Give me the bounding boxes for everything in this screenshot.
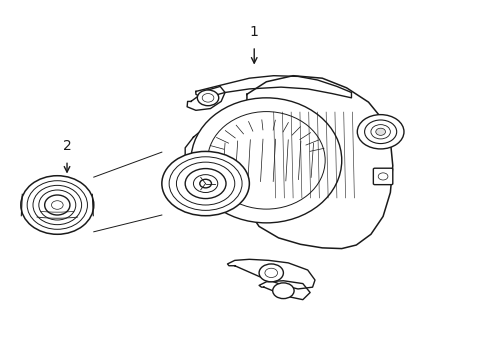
Ellipse shape [21, 176, 94, 234]
Circle shape [357, 114, 403, 149]
Ellipse shape [27, 181, 87, 229]
Ellipse shape [176, 162, 234, 205]
FancyBboxPatch shape [372, 168, 392, 185]
Circle shape [202, 94, 213, 102]
Circle shape [364, 120, 396, 144]
Text: 1: 1 [249, 25, 258, 39]
Circle shape [197, 90, 218, 106]
Circle shape [200, 179, 211, 188]
Ellipse shape [207, 112, 325, 209]
Circle shape [51, 201, 63, 209]
Ellipse shape [169, 157, 242, 210]
Circle shape [272, 283, 293, 298]
Text: 2: 2 [62, 139, 71, 153]
Circle shape [377, 173, 387, 180]
Ellipse shape [185, 168, 225, 199]
Ellipse shape [33, 185, 81, 225]
Ellipse shape [162, 152, 249, 216]
Ellipse shape [191, 98, 341, 223]
Circle shape [259, 264, 283, 282]
Ellipse shape [39, 190, 76, 220]
Circle shape [264, 268, 277, 278]
Circle shape [370, 125, 389, 139]
Ellipse shape [193, 175, 217, 193]
Ellipse shape [44, 195, 70, 215]
Circle shape [375, 128, 385, 135]
